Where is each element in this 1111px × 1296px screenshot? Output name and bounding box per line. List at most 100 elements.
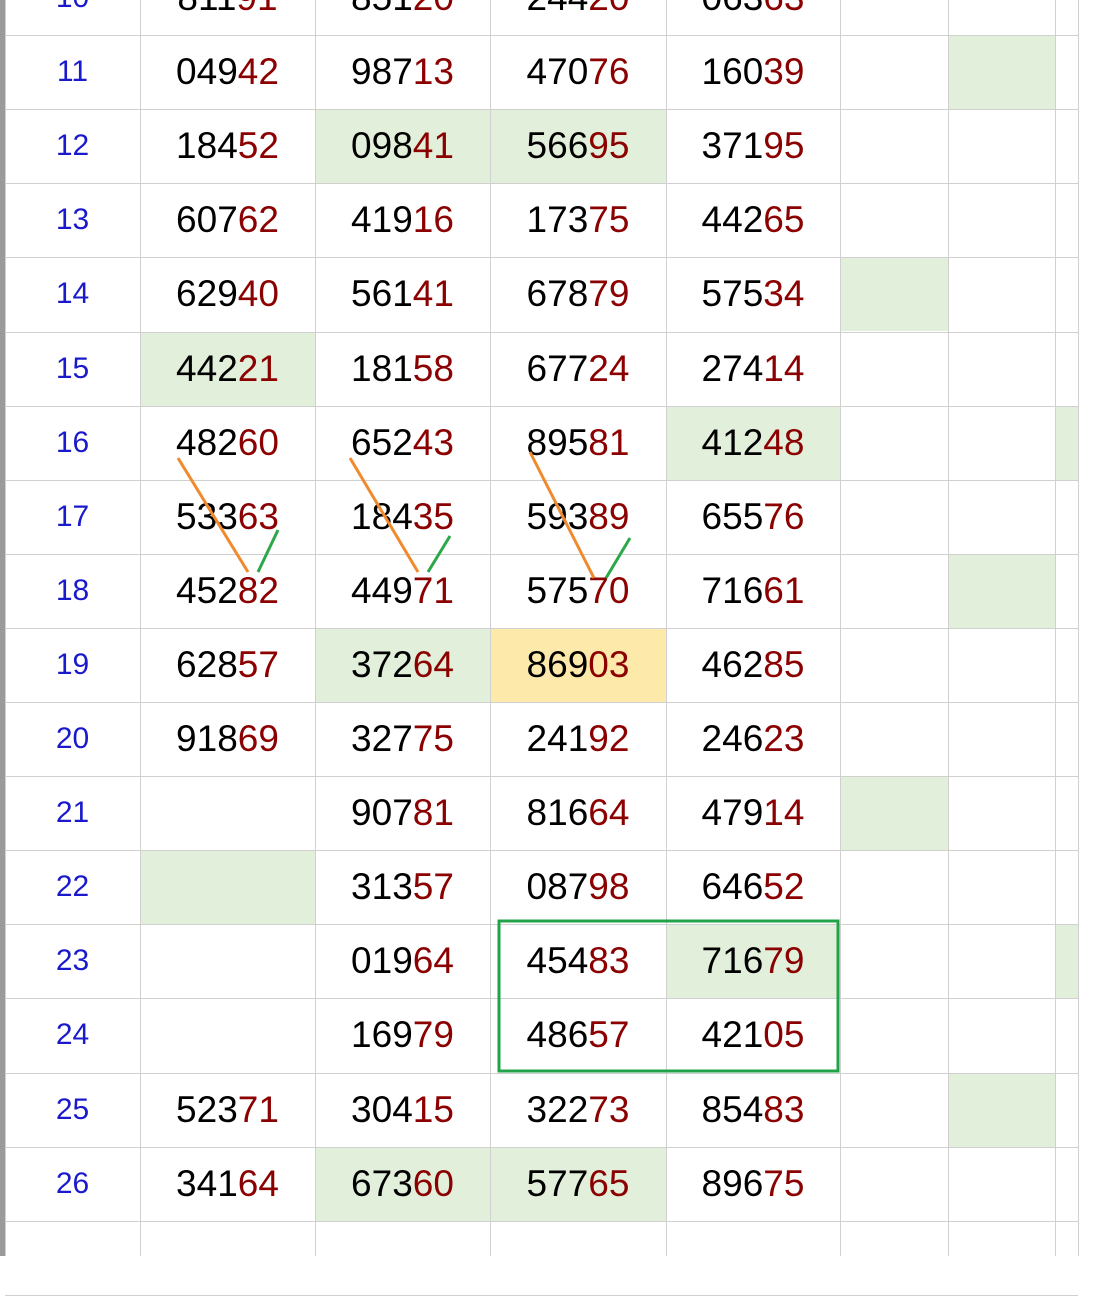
digits-head: 304 [351,1088,413,1130]
cell-value: 533 63 [140,480,315,554]
cell-value: 449 71 [315,554,490,628]
col-line [1078,0,1079,1256]
digits-head: 646 [701,866,764,908]
cell-value: 655 76 [666,480,840,554]
row-line [5,702,1078,703]
digits-head: 244 [527,0,589,19]
cell-value: 593 89 [490,480,666,554]
cell-value: 561 41 [315,257,490,331]
digits-head: 421 [701,1014,764,1056]
digits-tail: 48 [763,421,805,463]
row-line [5,109,1078,111]
digits-head: 918 [176,718,238,760]
digits-tail: 65 [763,199,805,241]
cell-value: 482 60 [140,406,315,480]
digits-tail: 41 [412,273,454,315]
cell-value: 160 39 [666,35,840,109]
cell-value: 322 73 [490,1073,666,1147]
digits-tail: 89 [588,495,630,537]
cell-highlight [315,1146,490,1221]
digits-tail: 05 [763,1014,805,1056]
digits-tail: 57 [237,643,279,685]
cell-highlight [666,405,840,480]
digits-tail: 76 [763,495,805,537]
cell-value: 470 76 [490,35,666,109]
cell-value: 673 60 [315,1147,490,1221]
digits-tail: 79 [412,1014,454,1056]
digits-head: 854 [701,1088,764,1130]
cell-value: 454 83 [490,924,666,998]
row-number: 18 [55,573,90,607]
cell-value: 412 48 [666,406,840,480]
digits-head: 895 [526,421,589,463]
digits-tail: 42 [237,51,279,93]
digits-tail: 20 [588,0,629,19]
cell-value: 462 85 [666,628,840,702]
digits-tail: 79 [588,273,630,315]
cell-highlight [315,109,490,184]
cell-value: 816 64 [490,776,666,850]
digits-tail: 98 [588,866,630,908]
digits-tail: 75 [412,718,454,760]
digits-head: 869 [526,643,589,685]
cell-highlight [490,109,666,184]
digits-head: 575 [701,273,764,315]
digits-head: 274 [701,347,764,389]
row-number: 13 [55,203,90,237]
digits-head: 462 [701,643,764,685]
row-line [5,35,1078,37]
cell-value: 341 64 [140,1147,315,1221]
digits-head: 160 [701,51,764,93]
row-number: 14 [55,277,90,311]
cell-value: 246 23 [666,702,840,776]
row-line [5,257,1078,259]
col-line [140,0,141,1256]
cell-highlight [840,776,948,851]
col-line [1055,0,1056,1256]
digits-head: 063 [702,0,764,19]
cell-value: 566 95 [490,109,666,183]
digits-tail: 23 [763,718,805,760]
cell-highlight [948,1072,1055,1147]
cell-highlight [1055,405,1078,480]
digits-head: 533 [176,495,238,537]
row-number: 10 [5,0,140,35]
col-line [490,0,491,1256]
digits-tail: 41 [412,125,454,167]
digits-head: 523 [176,1088,238,1130]
digits-head: 987 [351,51,413,93]
digits-tail: 71 [412,569,454,611]
cell-value: 098 41 [315,109,490,183]
digits-head: 652 [351,421,413,463]
row-number: 19 [55,647,90,681]
digits-head: 816 [526,792,589,834]
row-number: 20 [55,722,90,756]
digits-tail: 62 [237,199,279,241]
digits-tail: 63 [237,495,279,537]
row-number: 26 [55,1166,90,1200]
row-number: 21 [55,796,90,830]
row-line [5,331,1078,333]
cell-value: 371 95 [666,109,840,183]
digits-head: 716 [701,940,764,982]
digits-tail: 81 [412,792,454,834]
cell-value: 646 52 [666,850,840,924]
digits-tail: 16 [412,199,454,241]
digits-head: 412 [701,421,764,463]
digits-tail: 75 [763,1162,805,1204]
digits-tail: 85 [763,643,805,685]
digits-head: 607 [176,199,238,241]
cell-value: 181 58 [315,332,490,406]
digits-tail: 40 [237,273,279,315]
digits-head: 593 [526,495,589,537]
cell-value: 173 75 [490,183,666,257]
cell-value: 24420 [490,0,666,35]
digits-head: 470 [526,51,589,93]
digits-head: 628 [176,643,238,685]
digits-head: 019 [351,940,413,982]
digits-tail: 73 [588,1088,630,1130]
frame-edge [0,0,5,1256]
digits-tail: 57 [588,1014,630,1056]
row-number: 25 [55,1092,90,1126]
cell-value: 987 13 [315,35,490,109]
